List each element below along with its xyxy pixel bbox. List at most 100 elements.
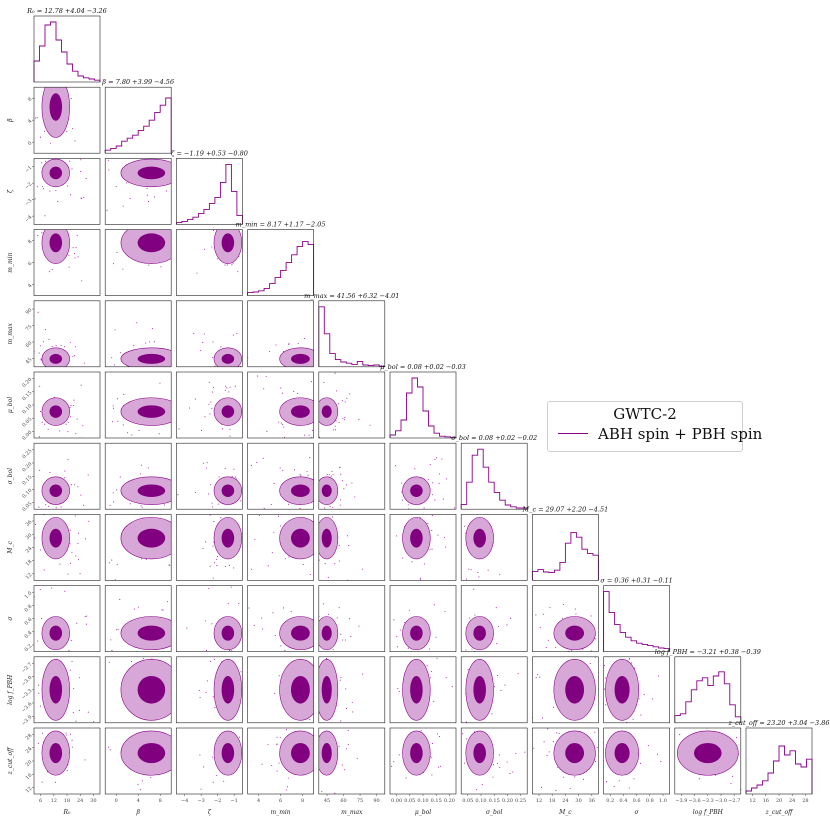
tick-label-y: 12 <box>25 786 34 795</box>
scatter-point <box>69 722 70 723</box>
panel-frame <box>104 86 172 154</box>
scatter-point <box>51 346 53 348</box>
scatter-point <box>491 713 493 715</box>
scatter-point <box>232 375 233 376</box>
scatter-point <box>213 521 215 523</box>
scatter-point <box>536 674 538 676</box>
scatter-point <box>293 390 295 392</box>
scatter-point <box>253 671 254 672</box>
scatter-point <box>202 547 204 550</box>
scatter-point <box>246 755 247 756</box>
panel-frame <box>176 514 243 581</box>
scatter-point <box>654 827 655 828</box>
scatter-point <box>73 399 75 401</box>
scatter-point <box>39 136 42 138</box>
scatter-point <box>35 523 37 526</box>
panel-9-1 <box>104 656 190 724</box>
scatter-point <box>204 620 206 622</box>
scatter-point <box>112 407 114 409</box>
scatter-point <box>194 398 196 400</box>
scatter-point <box>356 511 357 512</box>
scatter-point <box>498 626 500 628</box>
scatter-point <box>486 655 487 656</box>
scatter-point <box>348 545 350 547</box>
scatter-point <box>285 342 286 343</box>
scatter-point <box>561 617 563 619</box>
scatter-point <box>627 633 628 634</box>
scatter-point <box>318 659 319 660</box>
panel-10-1: 0 4 8β <box>83 723 172 816</box>
scatter-point <box>117 420 119 422</box>
tick-label-x: 8 <box>301 798 304 804</box>
scatter-point <box>339 466 341 468</box>
scatter-point <box>38 506 40 508</box>
scatter-point <box>203 333 205 335</box>
scatter-point <box>232 385 233 386</box>
scatter-point <box>552 741 554 743</box>
scatter-point <box>402 557 404 559</box>
scatter-point <box>222 168 223 169</box>
panel-frame <box>176 727 243 795</box>
scatter-point <box>224 441 225 442</box>
scatter-point <box>83 742 84 743</box>
scatter-point <box>394 516 395 517</box>
panel-6-5 <box>389 442 457 517</box>
scatter-point <box>93 721 95 723</box>
scatter-point <box>21 658 22 659</box>
scatter-point <box>370 618 371 619</box>
panel-frame <box>33 15 101 83</box>
scatter-point <box>317 416 318 417</box>
scatter-point <box>431 529 433 532</box>
tick-label-x: 36 <box>589 798 595 804</box>
panel-frame <box>104 656 172 724</box>
scatter-point <box>352 711 354 713</box>
scatter-point <box>20 87 21 88</box>
tick-label-y: 45 <box>25 357 34 366</box>
scatter-point <box>21 353 22 354</box>
scatter-point <box>343 711 344 712</box>
scatter-point <box>85 177 86 178</box>
scatter-point <box>108 169 110 171</box>
scatter-point <box>195 665 196 666</box>
scatter-point <box>211 358 212 359</box>
scatter-point <box>178 428 180 430</box>
scatter-point <box>225 223 226 224</box>
tick-label-x: −1 <box>230 798 237 804</box>
scatter-point <box>145 558 147 560</box>
scatter-point <box>216 555 219 557</box>
scatter-point <box>177 334 178 335</box>
scatter-point <box>280 645 282 647</box>
panel-3-1 <box>104 210 172 296</box>
scatter-point <box>334 425 336 427</box>
scatter-point <box>196 272 198 274</box>
panel-4-2 <box>176 300 247 386</box>
scatter-point <box>40 214 41 215</box>
scatter-point <box>62 212 63 213</box>
scatter-point <box>613 786 615 788</box>
scatter-point <box>211 502 213 504</box>
scatter-point <box>238 736 241 738</box>
scatter-point <box>246 355 247 356</box>
scatter-point <box>317 732 318 733</box>
panel-frame <box>247 371 314 439</box>
scatter-point <box>275 344 277 346</box>
scatter-point <box>610 650 611 651</box>
scatter-point <box>340 499 342 501</box>
scatter-point <box>146 210 147 211</box>
scatter-point <box>217 258 219 260</box>
scatter-point <box>189 675 190 676</box>
scatter-point <box>74 140 76 142</box>
scatter-point <box>306 471 308 473</box>
scatter-point <box>135 723 136 724</box>
scatter-point <box>165 369 166 370</box>
scatter-point <box>74 484 76 486</box>
tick-label-y: −2 <box>24 181 33 190</box>
panel-frame <box>247 585 314 652</box>
scatter-point <box>180 708 181 709</box>
contour-inner <box>137 676 166 704</box>
panel-9-9: log f_PBH = −3.21 +0.38 −0.39 <box>655 648 761 724</box>
scatter-point <box>351 735 352 736</box>
scatter-point <box>37 760 38 761</box>
scatter-point <box>401 482 403 484</box>
scatter-point <box>255 201 256 202</box>
